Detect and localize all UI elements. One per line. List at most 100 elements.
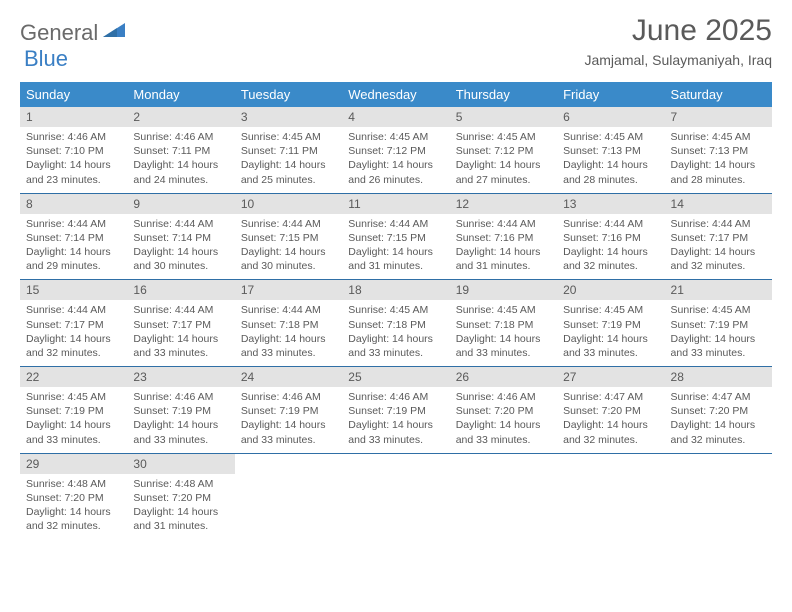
day-number: 6: [557, 107, 664, 127]
sunset-line: Sunset: 7:20 PM: [26, 491, 121, 505]
sunrise-line: Sunrise: 4:45 AM: [241, 130, 336, 144]
sunset-line: Sunset: 7:11 PM: [133, 144, 228, 158]
day-body: Sunrise: 4:45 AMSunset: 7:13 PMDaylight:…: [665, 127, 772, 193]
sunrise-line: Sunrise: 4:46 AM: [133, 390, 228, 404]
sunset-line: Sunset: 7:17 PM: [671, 231, 766, 245]
sunset-line: Sunset: 7:20 PM: [133, 491, 228, 505]
day-body: Sunrise: 4:44 AMSunset: 7:16 PMDaylight:…: [557, 214, 664, 280]
calendar-day-cell: 19Sunrise: 4:45 AMSunset: 7:18 PMDayligh…: [450, 280, 557, 367]
sunset-line: Sunset: 7:18 PM: [241, 318, 336, 332]
day-number: 29: [20, 454, 127, 474]
sunset-line: Sunset: 7:19 PM: [241, 404, 336, 418]
sunrise-line: Sunrise: 4:44 AM: [133, 303, 228, 317]
day-number: 3: [235, 107, 342, 127]
calendar-day-cell: 16Sunrise: 4:44 AMSunset: 7:17 PMDayligh…: [127, 280, 234, 367]
logo-triangle-icon: [103, 23, 125, 42]
weekday-header: Saturday: [665, 82, 772, 107]
sunset-line: Sunset: 7:12 PM: [456, 144, 551, 158]
day-body: Sunrise: 4:45 AMSunset: 7:19 PMDaylight:…: [20, 387, 127, 453]
sunset-line: Sunset: 7:19 PM: [348, 404, 443, 418]
calendar-day-cell: 17Sunrise: 4:44 AMSunset: 7:18 PMDayligh…: [235, 280, 342, 367]
day-number: 26: [450, 367, 557, 387]
sunrise-line: Sunrise: 4:44 AM: [241, 303, 336, 317]
calendar-week-row: 1Sunrise: 4:46 AMSunset: 7:10 PMDaylight…: [20, 107, 772, 193]
calendar-week-row: 22Sunrise: 4:45 AMSunset: 7:19 PMDayligh…: [20, 367, 772, 454]
weekday-header: Thursday: [450, 82, 557, 107]
sunrise-line: Sunrise: 4:44 AM: [26, 303, 121, 317]
logo: General: [20, 20, 127, 46]
day-body: Sunrise: 4:44 AMSunset: 7:14 PMDaylight:…: [127, 214, 234, 280]
day-body: Sunrise: 4:44 AMSunset: 7:15 PMDaylight:…: [342, 214, 449, 280]
calendar-header-row: SundayMondayTuesdayWednesdayThursdayFrid…: [20, 82, 772, 107]
sunset-line: Sunset: 7:18 PM: [456, 318, 551, 332]
day-number: 10: [235, 194, 342, 214]
calendar-day-cell: 21Sunrise: 4:45 AMSunset: 7:19 PMDayligh…: [665, 280, 772, 367]
day-number: 14: [665, 194, 772, 214]
daylight-line: Daylight: 14 hours and 33 minutes.: [348, 332, 443, 360]
daylight-line: Daylight: 14 hours and 31 minutes.: [348, 245, 443, 273]
day-body: Sunrise: 4:46 AMSunset: 7:19 PMDaylight:…: [127, 387, 234, 453]
calendar-day-cell: 29Sunrise: 4:48 AMSunset: 7:20 PMDayligh…: [20, 453, 127, 539]
day-number: 30: [127, 454, 234, 474]
daylight-line: Daylight: 14 hours and 33 minutes.: [456, 418, 551, 446]
daylight-line: Daylight: 14 hours and 31 minutes.: [133, 505, 228, 533]
sunset-line: Sunset: 7:20 PM: [563, 404, 658, 418]
daylight-line: Daylight: 14 hours and 33 minutes.: [456, 332, 551, 360]
calendar-day-cell: 11Sunrise: 4:44 AMSunset: 7:15 PMDayligh…: [342, 193, 449, 280]
sunset-line: Sunset: 7:15 PM: [348, 231, 443, 245]
day-number: 24: [235, 367, 342, 387]
daylight-line: Daylight: 14 hours and 27 minutes.: [456, 158, 551, 186]
day-body: Sunrise: 4:45 AMSunset: 7:19 PMDaylight:…: [557, 300, 664, 366]
day-number: 11: [342, 194, 449, 214]
calendar-day-cell: 5Sunrise: 4:45 AMSunset: 7:12 PMDaylight…: [450, 107, 557, 193]
daylight-line: Daylight: 14 hours and 33 minutes.: [563, 332, 658, 360]
sunrise-line: Sunrise: 4:45 AM: [26, 390, 121, 404]
daylight-line: Daylight: 14 hours and 33 minutes.: [133, 418, 228, 446]
day-body: Sunrise: 4:47 AMSunset: 7:20 PMDaylight:…: [665, 387, 772, 453]
sunset-line: Sunset: 7:17 PM: [26, 318, 121, 332]
daylight-line: Daylight: 14 hours and 23 minutes.: [26, 158, 121, 186]
sunrise-line: Sunrise: 4:47 AM: [671, 390, 766, 404]
calendar-day-cell: 15Sunrise: 4:44 AMSunset: 7:17 PMDayligh…: [20, 280, 127, 367]
daylight-line: Daylight: 14 hours and 33 minutes.: [671, 332, 766, 360]
day-number: 5: [450, 107, 557, 127]
calendar-table: SundayMondayTuesdayWednesdayThursdayFrid…: [20, 82, 772, 539]
sunset-line: Sunset: 7:20 PM: [671, 404, 766, 418]
daylight-line: Daylight: 14 hours and 33 minutes.: [348, 418, 443, 446]
daylight-line: Daylight: 14 hours and 32 minutes.: [563, 245, 658, 273]
day-body: Sunrise: 4:44 AMSunset: 7:17 PMDaylight:…: [665, 214, 772, 280]
day-body: Sunrise: 4:44 AMSunset: 7:14 PMDaylight:…: [20, 214, 127, 280]
sunrise-line: Sunrise: 4:45 AM: [563, 130, 658, 144]
sunrise-line: Sunrise: 4:45 AM: [348, 303, 443, 317]
day-number: 25: [342, 367, 449, 387]
sunset-line: Sunset: 7:13 PM: [671, 144, 766, 158]
calendar-day-cell: 25Sunrise: 4:46 AMSunset: 7:19 PMDayligh…: [342, 367, 449, 454]
sunrise-line: Sunrise: 4:48 AM: [133, 477, 228, 491]
sunset-line: Sunset: 7:18 PM: [348, 318, 443, 332]
day-number: 2: [127, 107, 234, 127]
daylight-line: Daylight: 14 hours and 26 minutes.: [348, 158, 443, 186]
day-number: 13: [557, 194, 664, 214]
daylight-line: Daylight: 14 hours and 33 minutes.: [241, 332, 336, 360]
day-number: 28: [665, 367, 772, 387]
day-body: Sunrise: 4:46 AMSunset: 7:11 PMDaylight:…: [127, 127, 234, 193]
daylight-line: Daylight: 14 hours and 33 minutes.: [133, 332, 228, 360]
sunrise-line: Sunrise: 4:44 AM: [563, 217, 658, 231]
day-number: 23: [127, 367, 234, 387]
daylight-line: Daylight: 14 hours and 33 minutes.: [241, 418, 336, 446]
day-number: 4: [342, 107, 449, 127]
calendar-day-cell: 10Sunrise: 4:44 AMSunset: 7:15 PMDayligh…: [235, 193, 342, 280]
calendar-day-cell: 4Sunrise: 4:45 AMSunset: 7:12 PMDaylight…: [342, 107, 449, 193]
day-body: Sunrise: 4:46 AMSunset: 7:19 PMDaylight:…: [342, 387, 449, 453]
sunrise-line: Sunrise: 4:44 AM: [348, 217, 443, 231]
calendar-day-cell: 30 Sunrise: 4:48 AMSunset: 7:20 PMDayligh…: [127, 453, 234, 539]
calendar-day-cell: 6Sunrise: 4:45 AMSunset: 7:13 PMDaylight…: [557, 107, 664, 193]
sunrise-line: Sunrise: 4:44 AM: [241, 217, 336, 231]
sunset-line: Sunset: 7:19 PM: [26, 404, 121, 418]
day-number: 1: [20, 107, 127, 127]
sunrise-line: Sunrise: 4:48 AM: [26, 477, 121, 491]
daylight-line: Daylight: 14 hours and 28 minutes.: [671, 158, 766, 186]
calendar-day-cell: 24Sunrise: 4:46 AMSunset: 7:19 PMDayligh…: [235, 367, 342, 454]
day-body: Sunrise: 4:45 AMSunset: 7:13 PMDaylight:…: [557, 127, 664, 193]
daylight-line: Daylight: 14 hours and 31 minutes.: [456, 245, 551, 273]
